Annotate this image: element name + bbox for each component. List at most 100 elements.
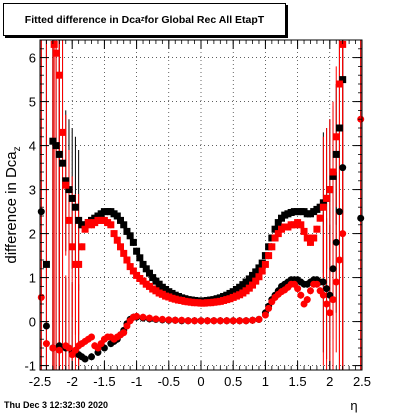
black-square-marker bbox=[117, 216, 124, 224]
black-square-marker bbox=[49, 137, 57, 145]
red-square-marker bbox=[313, 225, 321, 233]
red-circle-marker bbox=[42, 340, 50, 348]
red-square-marker bbox=[258, 267, 266, 275]
x-tick-label: 2.5 bbox=[353, 374, 371, 389]
red-circle-marker bbox=[133, 312, 141, 320]
black-square-marker bbox=[249, 271, 257, 279]
black-square-marker bbox=[71, 203, 79, 211]
black-circle-marker bbox=[339, 164, 347, 172]
red-square-marker bbox=[316, 214, 324, 222]
red-square-marker bbox=[339, 40, 347, 48]
black-square-marker bbox=[145, 269, 153, 277]
black-square-marker bbox=[329, 172, 337, 180]
x-tick-label: -1 bbox=[131, 374, 143, 389]
black-square-marker bbox=[252, 268, 260, 276]
red-square-marker bbox=[65, 216, 73, 224]
black-circle-marker bbox=[37, 208, 45, 216]
black-square-marker bbox=[65, 186, 73, 194]
red-circle-marker bbox=[326, 309, 334, 317]
black-square-marker bbox=[339, 76, 347, 84]
y-tick-label: 3 bbox=[29, 183, 36, 198]
y-tick-label: 4 bbox=[29, 139, 36, 154]
red-circle-marker bbox=[229, 317, 237, 325]
red-circle-marker bbox=[165, 316, 173, 324]
y-tick-label: -1 bbox=[24, 359, 36, 374]
red-circle-marker bbox=[191, 317, 199, 325]
red-square-marker bbox=[303, 234, 311, 242]
red-square-marker bbox=[52, 49, 60, 57]
x-tick-label: -1.5 bbox=[93, 374, 115, 389]
black-square-marker bbox=[142, 265, 150, 273]
red-square-marker bbox=[249, 281, 257, 289]
red-circle-marker bbox=[152, 315, 160, 323]
black-square-marker bbox=[75, 216, 83, 224]
black-circle-marker bbox=[329, 265, 337, 273]
x-tick-label: 0 bbox=[197, 374, 204, 389]
black-square-marker bbox=[149, 274, 157, 282]
red-circle-marker bbox=[297, 291, 305, 299]
red-square-marker bbox=[310, 234, 318, 242]
black-square-marker bbox=[139, 260, 147, 268]
black-square-marker bbox=[245, 275, 253, 283]
black-square-marker bbox=[126, 232, 134, 240]
red-circle-marker bbox=[216, 317, 224, 325]
red-circle-marker bbox=[329, 296, 337, 304]
red-square-marker bbox=[68, 243, 76, 251]
y-axis-label: difference in Dcaz bbox=[3, 146, 23, 263]
red-square-marker bbox=[113, 236, 121, 244]
black-circle-marker bbox=[332, 238, 340, 246]
x-tick-label: 1 bbox=[262, 374, 269, 389]
black-square-marker bbox=[123, 227, 131, 235]
red-circle-marker bbox=[203, 317, 211, 325]
red-circle-marker bbox=[120, 329, 128, 337]
red-circle-marker bbox=[158, 315, 166, 323]
red-circle-marker bbox=[323, 300, 331, 308]
black-square-marker bbox=[133, 247, 141, 255]
x-tick-label: -2.5 bbox=[29, 374, 51, 389]
red-square-marker bbox=[274, 230, 282, 238]
x-axis-label: η bbox=[350, 398, 357, 413]
y-tick-label: 2 bbox=[29, 227, 36, 242]
black-square-marker bbox=[52, 142, 60, 150]
red-square-marker bbox=[306, 238, 314, 246]
black-square-marker bbox=[335, 124, 343, 132]
red-square-marker bbox=[62, 181, 70, 189]
red-circle-marker bbox=[145, 314, 153, 322]
red-circle-marker bbox=[184, 317, 192, 325]
red-circle-marker bbox=[123, 322, 131, 330]
black-circle-marker bbox=[81, 355, 89, 363]
y-axis-label-sub: z bbox=[12, 146, 23, 151]
red-square-marker bbox=[297, 221, 305, 229]
red-square-marker bbox=[123, 256, 131, 264]
red-square-marker bbox=[107, 221, 115, 229]
black-square-marker bbox=[271, 225, 279, 233]
red-square-marker bbox=[265, 252, 273, 260]
black-square-marker bbox=[274, 219, 282, 227]
y-tick-label: 5 bbox=[29, 95, 36, 110]
red-circle-marker bbox=[319, 291, 327, 299]
red-square-marker bbox=[261, 260, 269, 268]
red-circle-marker bbox=[265, 304, 273, 312]
red-square-marker bbox=[300, 227, 308, 235]
red-square-marker bbox=[110, 230, 118, 238]
red-square-marker bbox=[50, 40, 58, 48]
x-tick-label: 1.5 bbox=[289, 374, 307, 389]
data-points bbox=[37, 40, 365, 363]
y-tick-label: 6 bbox=[29, 51, 36, 66]
x-tick-label: -2 bbox=[66, 374, 78, 389]
red-square-marker bbox=[78, 243, 86, 251]
red-square-marker bbox=[252, 277, 260, 285]
red-circle-marker bbox=[261, 311, 269, 319]
black-square-marker bbox=[55, 150, 63, 158]
y-tick-label: 1 bbox=[29, 271, 36, 286]
chart-title: Fitted difference in Dca z for Global Rec… bbox=[3, 3, 286, 36]
red-circle-marker bbox=[313, 280, 321, 288]
black-circle-marker bbox=[319, 278, 327, 286]
black-square-marker bbox=[120, 221, 128, 229]
black-square-marker bbox=[319, 199, 327, 207]
red-circle-marker bbox=[242, 317, 250, 325]
footer-timestamp: Thu Dec 3 12:32:30 2020 bbox=[4, 400, 109, 410]
axis-ticks: -2.5 -2 -1.5 -1 -0.5 0 0.5 1 1.5 2 2.5 -1 0 1 2 3 4 5 6 bbox=[24, 40, 371, 389]
red-square-marker bbox=[255, 273, 263, 281]
